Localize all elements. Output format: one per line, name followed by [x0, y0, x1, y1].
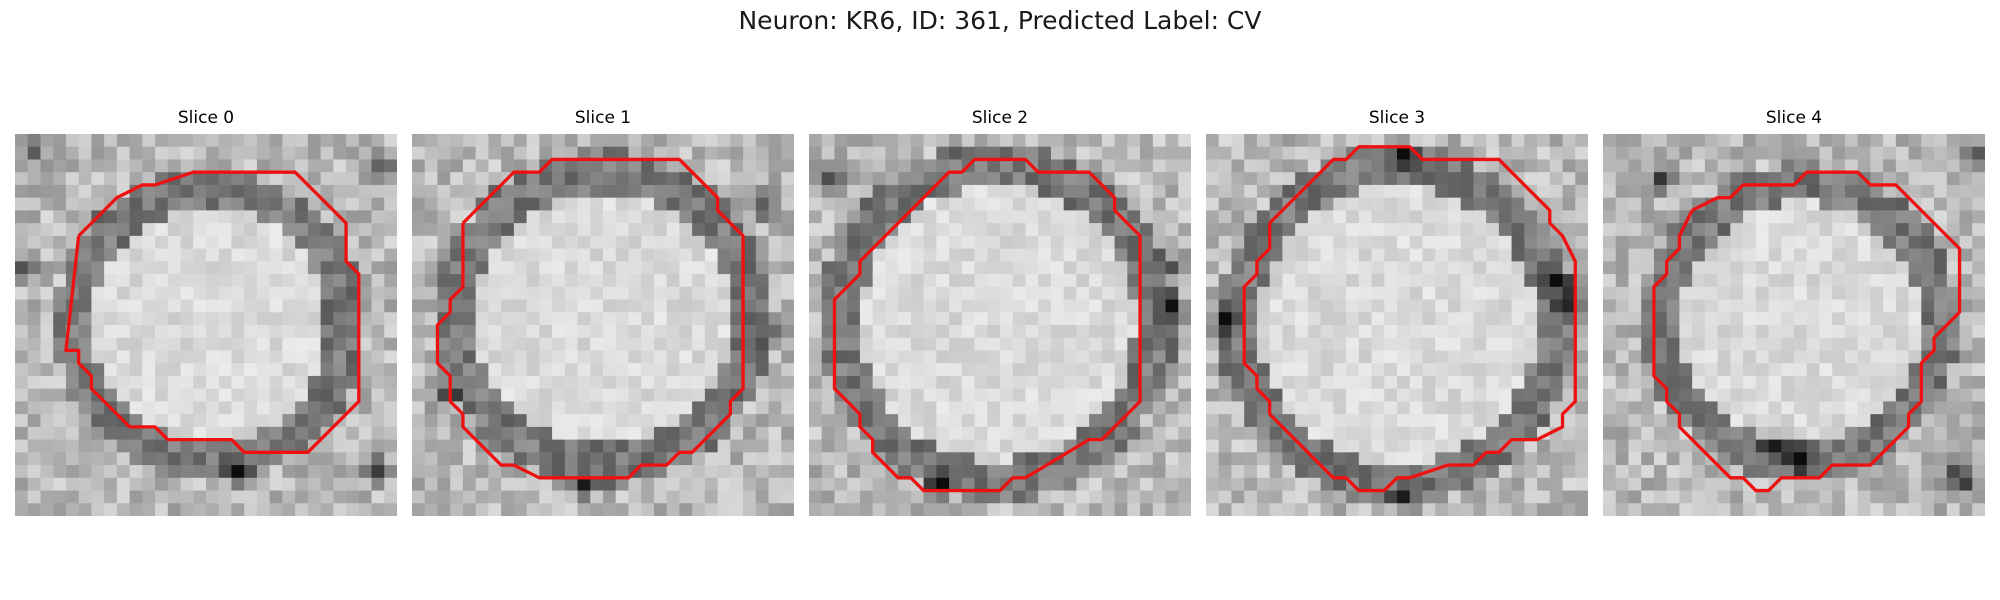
slice-title: Slice 3: [1368, 108, 1426, 128]
slice-image: [809, 134, 1191, 516]
figure-title: Neuron: KR6, ID: 361, Predicted Label: C…: [738, 6, 1262, 35]
slice-image: [1603, 134, 1985, 516]
slice-title: Slice 4: [1765, 108, 1823, 128]
slice-image: [412, 134, 794, 516]
slice-title: Slice 1: [574, 108, 632, 128]
slice-title: Slice 0: [177, 108, 235, 128]
segmentation-contour: [832, 157, 1142, 493]
segmentation-contour: [1242, 145, 1577, 493]
segmentation-contour: [64, 170, 361, 454]
slice-image: [15, 134, 397, 516]
slice-title: Slice 2: [971, 108, 1029, 128]
segmentation-contour: [435, 157, 745, 480]
slice-image: [1206, 134, 1588, 516]
segmentation-contour: [1652, 170, 1962, 493]
